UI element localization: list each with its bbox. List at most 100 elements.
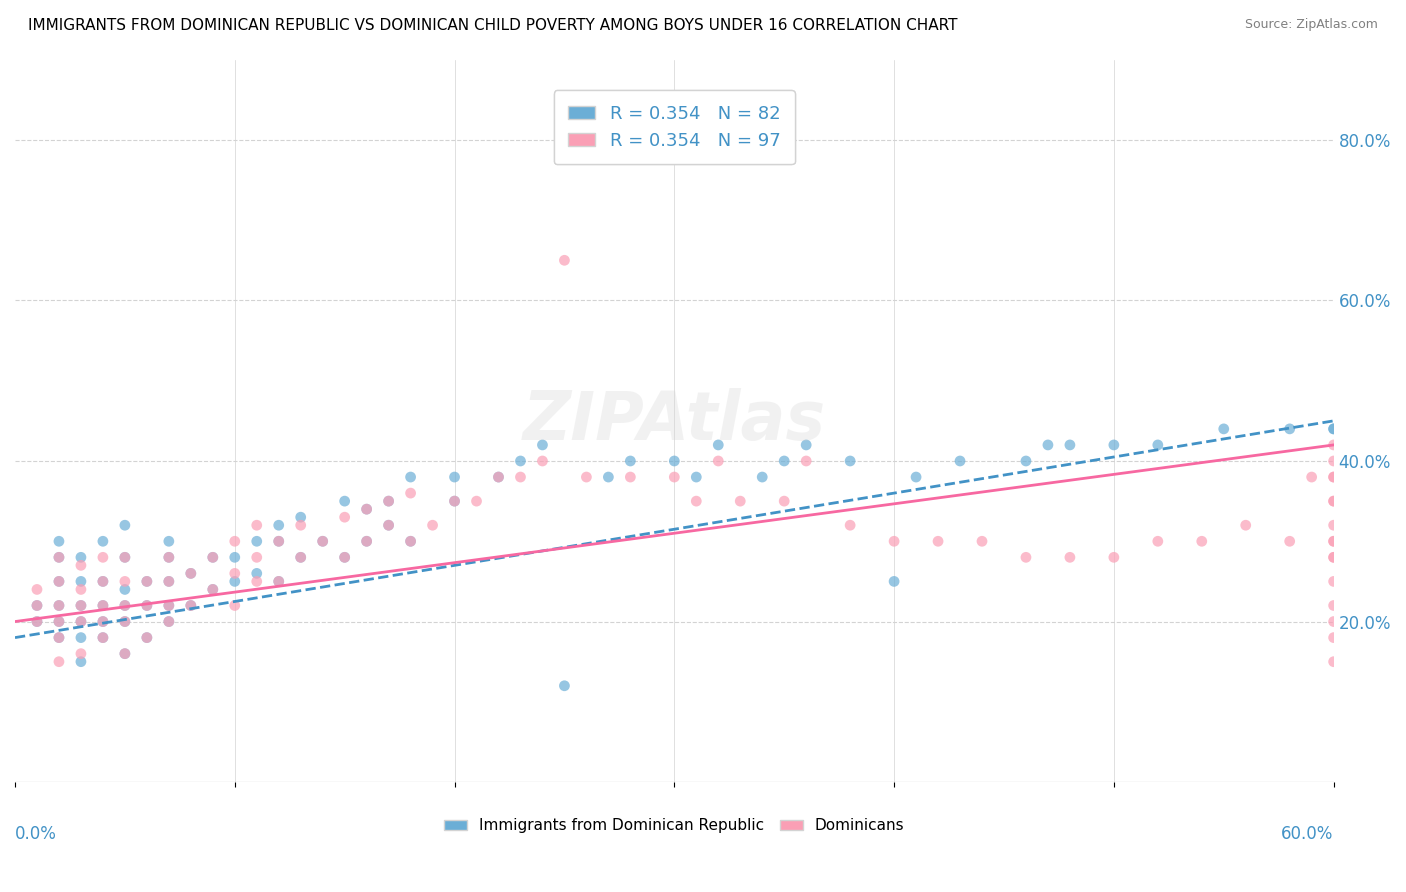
Point: [48, 655, 70, 669]
Point: [290, 550, 312, 565]
Point: [114, 518, 136, 533]
Point: [839, 454, 862, 468]
Point: [883, 534, 905, 549]
Point: [1323, 655, 1346, 669]
Point: [114, 599, 136, 613]
Point: [48, 550, 70, 565]
Point: [91, 574, 114, 589]
Point: [422, 518, 444, 533]
Point: [290, 518, 312, 533]
Point: [48, 599, 70, 613]
Point: [1323, 438, 1346, 452]
Point: [246, 566, 269, 581]
Text: IMMIGRANTS FROM DOMINICAN REPUBLIC VS DOMINICAN CHILD POVERTY AMONG BOYS UNDER 1: IMMIGRANTS FROM DOMINICAN REPUBLIC VS DO…: [28, 18, 957, 33]
Point: [246, 550, 269, 565]
Point: [1323, 631, 1346, 645]
Text: ZIPAtlas: ZIPAtlas: [523, 388, 825, 454]
Point: [135, 631, 157, 645]
Point: [135, 599, 157, 613]
Point: [25, 615, 48, 629]
Point: [157, 615, 180, 629]
Point: [70, 615, 93, 629]
Point: [1102, 438, 1125, 452]
Point: [927, 534, 949, 549]
Point: [267, 574, 290, 589]
Point: [48, 615, 70, 629]
Point: [25, 599, 48, 613]
Text: Source: ZipAtlas.com: Source: ZipAtlas.com: [1244, 18, 1378, 31]
Point: [619, 454, 641, 468]
Point: [1323, 574, 1346, 589]
Point: [443, 494, 465, 508]
Point: [1191, 534, 1213, 549]
Point: [114, 615, 136, 629]
Point: [377, 494, 399, 508]
Point: [509, 470, 531, 484]
Point: [1015, 550, 1038, 565]
Point: [157, 599, 180, 613]
Point: [135, 631, 157, 645]
Point: [905, 470, 928, 484]
Legend: R = 0.354   N = 82, R = 0.354   N = 97: R = 0.354 N = 82, R = 0.354 N = 97: [554, 90, 794, 164]
Point: [135, 574, 157, 589]
Point: [290, 510, 312, 524]
Point: [488, 470, 510, 484]
Point: [224, 566, 246, 581]
Point: [1323, 454, 1346, 468]
Point: [1102, 550, 1125, 565]
Point: [267, 574, 290, 589]
Point: [157, 599, 180, 613]
Point: [114, 550, 136, 565]
Point: [794, 454, 817, 468]
Point: [1323, 599, 1346, 613]
Point: [114, 599, 136, 613]
Point: [180, 599, 202, 613]
Point: [91, 574, 114, 589]
Point: [1323, 422, 1346, 436]
Point: [224, 599, 246, 613]
Point: [1015, 454, 1038, 468]
Point: [794, 438, 817, 452]
Point: [70, 631, 93, 645]
Point: [246, 574, 269, 589]
Point: [135, 574, 157, 589]
Point: [949, 454, 972, 468]
Point: [598, 470, 620, 484]
Point: [157, 615, 180, 629]
Point: [333, 550, 356, 565]
Point: [773, 494, 796, 508]
Point: [201, 550, 224, 565]
Point: [399, 534, 422, 549]
Point: [377, 518, 399, 533]
Point: [267, 534, 290, 549]
Point: [333, 494, 356, 508]
Point: [70, 647, 93, 661]
Point: [70, 574, 93, 589]
Point: [773, 454, 796, 468]
Point: [488, 470, 510, 484]
Point: [180, 566, 202, 581]
Point: [114, 615, 136, 629]
Text: 60.0%: 60.0%: [1281, 825, 1334, 844]
Point: [91, 550, 114, 565]
Point: [48, 550, 70, 565]
Point: [751, 470, 773, 484]
Point: [267, 534, 290, 549]
Point: [91, 534, 114, 549]
Point: [531, 438, 554, 452]
Point: [246, 534, 269, 549]
Point: [246, 518, 269, 533]
Point: [70, 615, 93, 629]
Point: [1146, 438, 1168, 452]
Point: [114, 550, 136, 565]
Point: [685, 494, 707, 508]
Point: [531, 454, 554, 468]
Point: [1323, 615, 1346, 629]
Point: [553, 679, 575, 693]
Point: [114, 574, 136, 589]
Point: [356, 534, 378, 549]
Point: [157, 550, 180, 565]
Point: [91, 615, 114, 629]
Point: [312, 534, 335, 549]
Point: [48, 631, 70, 645]
